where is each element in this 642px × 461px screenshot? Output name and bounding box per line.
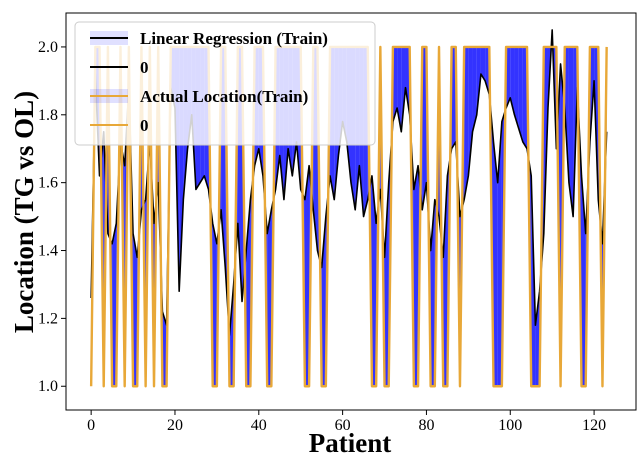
tick-layer: 0 20 40 60 80 100 120 1.0 1.2 1.4 1.6 1.8 2.0 <box>38 39 606 434</box>
difference-fill-segment <box>112 223 117 387</box>
difference-fill-segment <box>522 46 528 149</box>
difference-fill-segment <box>506 46 511 109</box>
difference-fill-segment <box>371 175 377 387</box>
difference-fill-segment <box>212 223 217 387</box>
y-tick-label: 1.2 <box>38 310 58 327</box>
y-tick-label: 1.8 <box>38 107 58 124</box>
legend-box <box>74 21 376 146</box>
difference-fill-segment <box>267 209 272 387</box>
difference-fill-segment <box>162 311 167 387</box>
difference-fill-segment <box>493 141 498 387</box>
difference-fill-segment <box>514 46 519 129</box>
prediction-line <box>90 29 608 337</box>
x-tick-label: 80 <box>418 417 434 434</box>
difference-fill-segment <box>422 46 427 210</box>
difference-fill-segment <box>464 46 469 200</box>
difference-fill-segment <box>304 165 310 387</box>
difference-fill-segment <box>468 46 473 176</box>
difference-fill-segment <box>472 46 477 132</box>
legend: Linear Regression (Train) 0 Actual Locatio… <box>74 21 376 146</box>
difference-fill-segment <box>443 175 448 387</box>
y-tick-label: 1.0 <box>38 378 58 395</box>
difference-fill-segment <box>568 46 574 217</box>
legend-label: Linear Regression (Train) <box>140 29 328 48</box>
plot-frame <box>65 12 637 411</box>
x-tick-label: 60 <box>335 417 351 434</box>
difference-fill-segment <box>133 233 138 387</box>
legend-label: 0 <box>140 58 149 77</box>
difference-fill-segment <box>564 46 569 183</box>
difference-fill-segment <box>480 46 486 81</box>
x-tick-label: 20 <box>167 417 183 434</box>
difference-fill-segment <box>518 46 523 142</box>
difference-fill-segment <box>451 46 456 149</box>
difference-fill-segment <box>401 46 406 132</box>
difference-fill-segment <box>405 46 410 115</box>
x-tick-label: 120 <box>582 417 606 434</box>
difference-fill-segment <box>392 46 398 122</box>
y-tick-label: 1.6 <box>38 175 58 192</box>
x-tick-label: 0 <box>87 417 95 434</box>
difference-fill-segment <box>384 182 389 387</box>
difference-fill-segment <box>413 165 419 387</box>
x-tick-label: 40 <box>251 417 267 434</box>
difference-fill-segment <box>535 291 540 387</box>
difference-fill-segment <box>229 284 234 387</box>
difference-fill-segment <box>497 121 502 387</box>
y-tick-label: 1.4 <box>38 243 58 260</box>
x-axis-title: Patient <box>309 428 391 458</box>
legend-label: 0 <box>140 116 149 135</box>
difference-fill-segment <box>510 46 515 115</box>
y-tick-label: 2.0 <box>38 39 58 56</box>
x-tick-label: 100 <box>498 417 522 434</box>
y-axis-title: Location (TG vs OL) <box>9 91 39 333</box>
legend-label: Actual Location(Train) <box>140 87 308 106</box>
